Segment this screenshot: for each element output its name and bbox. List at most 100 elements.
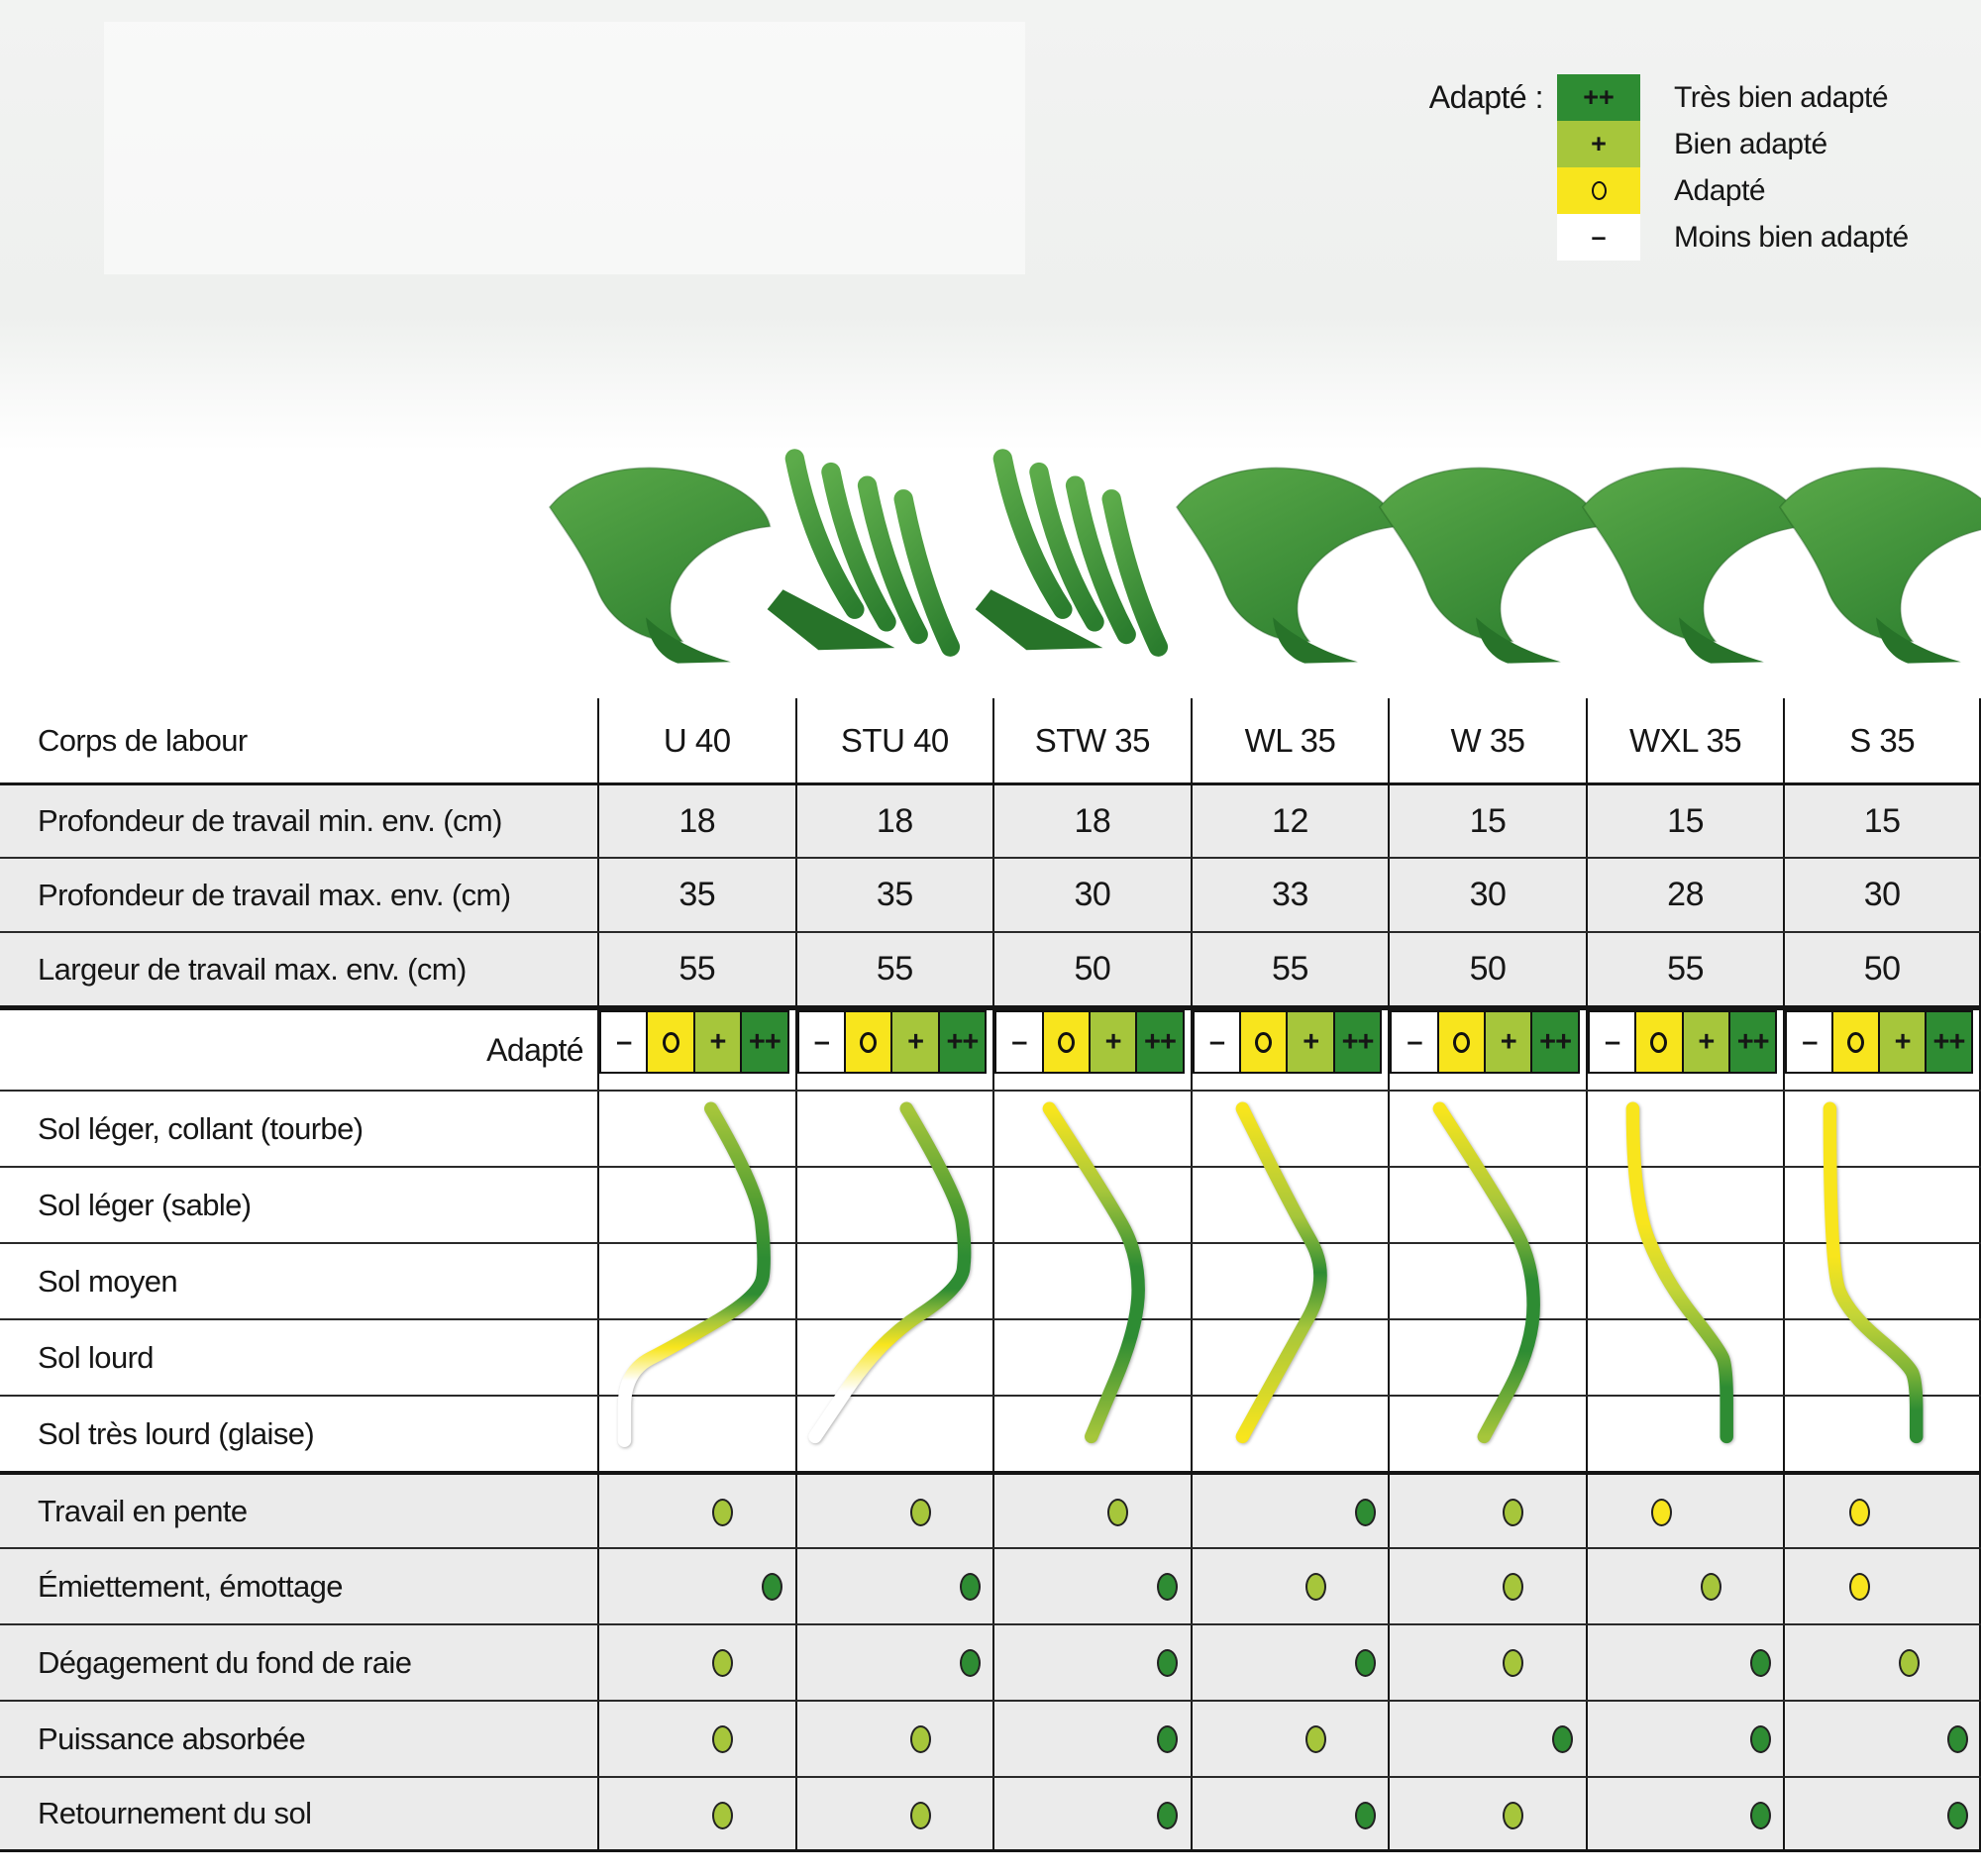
spec-value-cell: 30: [992, 859, 1191, 931]
background-highlight-rect: [104, 22, 1025, 274]
soil-cell: [1783, 1397, 1981, 1471]
rating-cell: [1585, 1475, 1784, 1547]
legend-label: Moins bien adapté: [1674, 220, 1909, 254]
adapte-scale-cell: –: [1192, 1010, 1242, 1074]
adapte-circle-icon: [662, 1031, 679, 1053]
attribute-row-label: Retournement du sol: [38, 1796, 312, 1830]
rating-dot-very-good: [1354, 1499, 1376, 1526]
column-header-label: WL 35: [1244, 721, 1336, 759]
adapte-scale-strip: – + ++: [1192, 1010, 1389, 1074]
rating-dot-very-good: [1749, 1649, 1771, 1677]
spec-value-cell: 35: [597, 859, 795, 931]
soil-cell: [992, 1397, 1191, 1471]
spec-row: Largeur de travail max. env. (cm) 55 55 50 5…: [0, 931, 1981, 1005]
adapte-scale-cell: –: [1587, 1010, 1637, 1074]
attribute-row-label: Dégagement du fond de raie: [38, 1644, 412, 1680]
rating-dot-very-good: [1157, 1725, 1179, 1753]
rating-cell: [1190, 1778, 1389, 1849]
soil-cell: [1585, 1244, 1784, 1318]
rating-dot-ok: [1651, 1499, 1673, 1526]
adapte-scale-group-stw-35: – + ++: [992, 1010, 1191, 1090]
rating-dot-very-good: [959, 1573, 981, 1601]
soil-cell: [1783, 1244, 1981, 1318]
soil-cell: [992, 1092, 1191, 1166]
legend-symbol: –: [1591, 222, 1607, 252]
rating-dot-very-good: [959, 1649, 981, 1677]
plow-icon-wxl-35: [1581, 467, 1805, 664]
rating-cell: [794, 1625, 993, 1700]
plow-icon-s-35: [1779, 467, 1981, 664]
rating-dot-good: [1898, 1649, 1920, 1677]
soil-row-label: Sol très lourd (glaise): [38, 1415, 315, 1451]
plow-body-images: [0, 434, 1981, 701]
plow-icon-stu-40: [767, 449, 961, 657]
spec-value: 50: [1074, 950, 1111, 988]
soil-row-label: Sol moyen: [38, 1263, 178, 1299]
adapte-scale-cell: +: [1088, 1010, 1138, 1074]
adapte-scale-cell: ++: [740, 1010, 789, 1074]
adapte-scale-symbol: +: [907, 1025, 924, 1058]
rating-cell: [794, 1475, 993, 1547]
soil-row: Sol lourd: [0, 1318, 1981, 1395]
spec-row-label: Largeur de travail max. env. (cm): [38, 951, 467, 987]
rating-cell: [992, 1549, 1191, 1623]
adapte-scale-strip: – + ++: [796, 1010, 993, 1074]
rating-dot-very-good: [1552, 1725, 1574, 1753]
adapte-scale-cell: ++: [1135, 1010, 1185, 1074]
attribute-row: Émiettement, émottage: [0, 1547, 1981, 1623]
spec-value: 15: [1863, 801, 1901, 840]
spec-value-cell: 50: [1388, 933, 1586, 1005]
rating-dot-ok: [1848, 1573, 1870, 1601]
column-header-s-35: S 35: [1783, 698, 1981, 782]
adapte-scale-symbol: +: [1303, 1025, 1319, 1058]
spec-value-cell: 15: [1783, 785, 1981, 857]
rating-cell: [1585, 1778, 1784, 1849]
soil-cell: [1783, 1320, 1981, 1395]
adapte-scale-group-wxl-35: – + ++: [1585, 1010, 1784, 1090]
rating-cell: [1190, 1702, 1389, 1776]
legend-title: Adapté :: [1428, 79, 1544, 115]
adapte-scale-symbol: –: [616, 1025, 632, 1058]
adapte-scale-cell: +: [1286, 1010, 1335, 1074]
spec-value-cell: 55: [1190, 933, 1389, 1005]
rating-dot-good: [712, 1649, 734, 1677]
spec-value-cell: 18: [992, 785, 1191, 857]
rating-dot-good: [909, 1802, 931, 1829]
rating-cell: [1388, 1625, 1586, 1700]
spec-value: 55: [678, 950, 716, 988]
soil-row-label: Sol lourd: [38, 1339, 155, 1375]
rating-cell: [1388, 1549, 1586, 1623]
attribute-row: Dégagement du fond de raie: [0, 1623, 1981, 1700]
adapte-scale-cell: ++: [1332, 1010, 1383, 1074]
rating-dot-good: [909, 1725, 931, 1753]
spec-value: 30: [1469, 876, 1507, 913]
rating-cell: [1388, 1778, 1586, 1849]
spec-value: 55: [1272, 950, 1308, 988]
adapte-circle-icon: [1255, 1031, 1273, 1053]
rating-cell: [1388, 1702, 1586, 1776]
plow-icon-stw-35: [975, 449, 1168, 657]
rating-dot-good: [712, 1802, 734, 1829]
adapte-scale-cell: ++: [1727, 1010, 1778, 1074]
rating-dot-very-good: [1947, 1802, 1969, 1829]
rating-dot-ok: [1848, 1499, 1870, 1526]
spec-value-cell: 15: [1388, 785, 1586, 857]
adapte-scale-symbol: –: [1011, 1025, 1027, 1058]
rating-cell: [1190, 1475, 1389, 1547]
adapte-scale-cell: [1436, 1010, 1487, 1074]
rating-cell: [597, 1625, 795, 1700]
rating-cell: [794, 1549, 993, 1623]
soil-cell: [794, 1397, 993, 1471]
rating-dot-very-good: [1749, 1802, 1771, 1829]
rating-cell: [1783, 1475, 1981, 1547]
rating-cell: [794, 1702, 993, 1776]
adapte-scale-group-stu-40: – + ++: [794, 1010, 993, 1090]
adapte-scale-cell: +: [1878, 1010, 1928, 1074]
soil-cell: [597, 1244, 795, 1318]
soil-row-label: Sol léger, collant (tourbe): [38, 1110, 364, 1146]
soil-cell: [1783, 1092, 1981, 1166]
adapte-scale-cell: [1831, 1010, 1881, 1074]
spec-value-cell: 30: [1388, 859, 1586, 931]
rating-dot-very-good: [1157, 1573, 1179, 1601]
